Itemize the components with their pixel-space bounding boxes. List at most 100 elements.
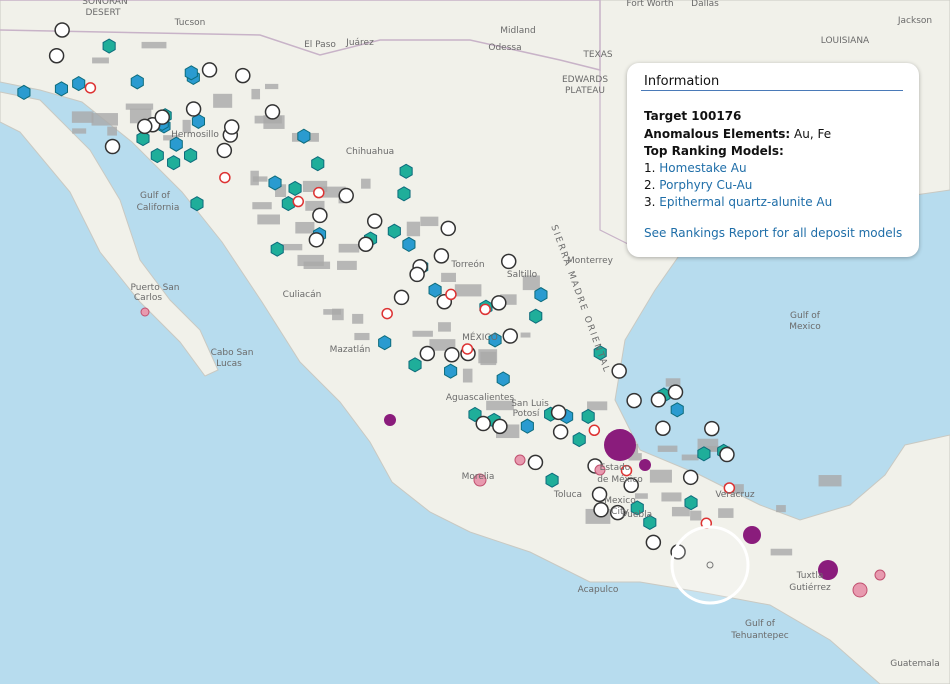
place-label: Potosí xyxy=(513,409,540,419)
place-label: California xyxy=(137,203,180,213)
grey-area xyxy=(295,221,315,234)
place-label: Monterrey xyxy=(567,256,614,266)
grey-area xyxy=(776,505,786,513)
grey-area xyxy=(520,332,531,338)
deposit-cluster xyxy=(281,195,295,212)
deposit-cluster xyxy=(643,514,657,531)
popup-title: Information xyxy=(644,74,720,89)
grey-area xyxy=(302,180,328,193)
place-label: Aguascalientes xyxy=(446,393,515,403)
grey-area xyxy=(72,128,87,134)
mine-marker xyxy=(527,454,544,471)
grey-area xyxy=(254,115,282,124)
grey-area xyxy=(454,284,482,297)
grey-area xyxy=(91,113,118,126)
model-link[interactable]: Homestake Au xyxy=(659,161,747,175)
rankings-link[interactable]: See Rankings Report for all deposit mode… xyxy=(644,226,903,240)
target-area xyxy=(384,414,396,426)
place-label: Jackson xyxy=(897,16,932,26)
place-label: Tehuantepec xyxy=(730,631,788,641)
mine-marker xyxy=(393,289,410,306)
grey-area xyxy=(71,111,94,123)
place-label: El Paso xyxy=(304,40,336,50)
grey-area xyxy=(480,351,497,366)
deposit-cluster xyxy=(17,84,31,100)
selection-ring xyxy=(670,525,750,605)
deposit-cluster xyxy=(268,175,282,191)
mine-marker xyxy=(104,138,121,155)
grey-area xyxy=(319,186,346,198)
deposit-cluster xyxy=(697,446,711,462)
target-area xyxy=(743,526,761,544)
deposit-cluster xyxy=(534,287,548,303)
target-area xyxy=(594,464,606,476)
grey-area xyxy=(297,254,324,267)
mine-marker xyxy=(667,384,684,400)
grey-area xyxy=(438,322,451,332)
grey-area xyxy=(332,308,344,321)
place-label: Culiacán xyxy=(283,290,322,300)
place-label: Puebla xyxy=(622,510,652,520)
deposit-cluster xyxy=(387,223,401,239)
place-label: Gutiérrez xyxy=(789,582,831,593)
deposit-cluster xyxy=(136,130,150,147)
mine-marker xyxy=(409,266,425,283)
deposit-cluster xyxy=(684,495,698,511)
place-label: Lucas xyxy=(216,359,242,369)
state-border xyxy=(599,70,641,251)
mine-marker xyxy=(136,118,153,135)
place-label: Gulf of xyxy=(745,619,776,629)
place-label: PLATEAU xyxy=(565,86,605,96)
mine-marker xyxy=(308,232,325,248)
place-label: Tucson xyxy=(174,18,206,28)
place-label: de México xyxy=(597,474,643,485)
grey-area xyxy=(649,469,672,483)
deposit-cluster xyxy=(167,155,181,171)
place-label: Mexico xyxy=(789,322,821,332)
deposit-cluster xyxy=(581,408,595,425)
grey-area xyxy=(634,493,648,499)
mine-marker xyxy=(154,109,171,125)
grey-area xyxy=(213,93,233,108)
deposit-cluster xyxy=(102,38,116,54)
grey-area xyxy=(500,294,517,305)
grey-area xyxy=(107,126,117,136)
place-label: City xyxy=(611,507,629,517)
prospect-marker xyxy=(461,343,474,355)
mine-marker xyxy=(609,504,626,521)
model-item: 3. Epithermal quartz-alunite Au xyxy=(644,195,832,209)
prospect-marker xyxy=(620,464,633,477)
place-label: DESERT xyxy=(85,8,121,18)
border xyxy=(0,0,601,71)
grey-area xyxy=(420,216,439,227)
mine-marker xyxy=(419,345,436,362)
mine-marker xyxy=(185,101,202,117)
deposit-cluster xyxy=(150,148,164,164)
mine-marker xyxy=(54,22,70,38)
mine-marker xyxy=(650,392,667,408)
grey-area xyxy=(486,400,514,411)
place-label: Hermosillo xyxy=(171,130,219,140)
mine-marker xyxy=(719,446,735,463)
grey-area xyxy=(628,453,642,461)
anomalous-label: Anomalous Elements: xyxy=(644,127,791,141)
prospect-marker xyxy=(445,288,457,301)
prospect-marker xyxy=(723,482,736,494)
prospect-marker xyxy=(292,195,305,208)
mine-marker xyxy=(611,363,627,379)
model-item: 1. Homestake Au xyxy=(644,161,747,175)
model-link[interactable]: Epithermal quartz-alunite Au xyxy=(659,195,833,209)
model-link[interactable]: Porphyry Cu-Au xyxy=(659,178,753,192)
place-label: Veracruz xyxy=(715,490,755,500)
place-label: LOUISIANA xyxy=(821,36,870,46)
deposit-cluster xyxy=(402,236,416,252)
grey-area xyxy=(718,508,734,518)
grey-area xyxy=(818,475,842,487)
grey-area xyxy=(338,243,360,253)
mine-marker xyxy=(338,187,354,204)
selection-point xyxy=(706,561,714,569)
mine-marker xyxy=(223,119,240,135)
grey-area xyxy=(257,214,280,225)
target-area xyxy=(818,560,838,580)
